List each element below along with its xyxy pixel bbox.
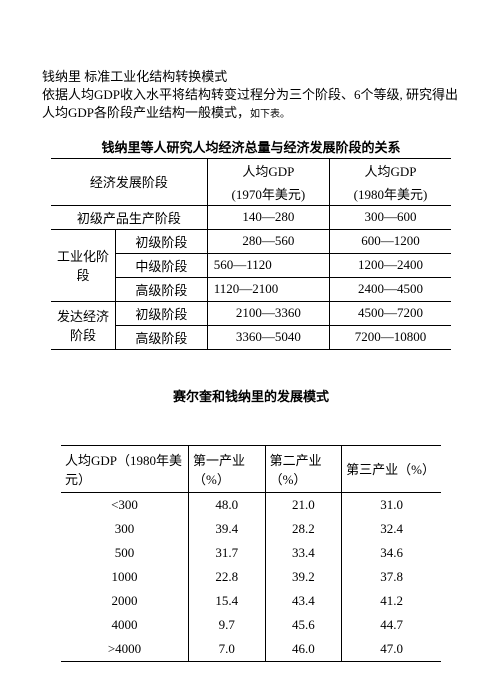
t1-r3-sub: 中级阶段 xyxy=(116,253,208,277)
t2-r5-p1: 9.7 xyxy=(189,613,266,637)
t1-r4-g80: 2400—4500 xyxy=(329,277,451,301)
t2-head-p3: 第三产业（%） xyxy=(342,445,441,492)
page-content: 钱纳里 标准工业化结构转换模式 依据人均GDP收入水平将结构转变过程分为三个阶段… xyxy=(0,0,502,682)
table-row: 300 39.4 28.2 32.4 xyxy=(61,517,441,541)
t2-r3-gdp: 1000 xyxy=(61,565,189,589)
t1-r1-g80: 300—600 xyxy=(329,205,451,229)
table-row: 500 31.7 33.4 34.6 xyxy=(61,541,441,565)
t1-r2-group: 工业化阶段 xyxy=(51,229,116,301)
t1-r5-g80: 4500—7200 xyxy=(329,301,451,325)
t2-r2-p2: 33.4 xyxy=(265,541,342,565)
t2-head-p2: 第二产业（%） xyxy=(265,445,342,492)
t1-r6-g80: 7200—10800 xyxy=(329,325,451,349)
t2-r1-p1: 39.4 xyxy=(189,517,266,541)
t1-head-gdp70a: 人均GDP xyxy=(207,158,329,182)
t2-head-gdp: 人均GDP（1980年美元） xyxy=(61,445,189,492)
table2: 人均GDP（1980年美元） 第一产业（%） 第二产业（%） 第三产业（%） <… xyxy=(61,445,441,662)
t1-r5-group: 发达经济阶段 xyxy=(51,301,116,349)
table1-title: 钱纳里等人研究人均经济总量与经济发展阶段的关系 xyxy=(42,137,460,156)
t1-r3-g80: 1200—2400 xyxy=(329,253,451,277)
t2-r3-p3: 37.8 xyxy=(342,565,441,589)
t2-r5-p3: 44.7 xyxy=(342,613,441,637)
t1-head-stage: 经济发展阶段 xyxy=(51,158,207,205)
t1-r6-sub: 高级阶段 xyxy=(116,325,208,349)
t2-r1-p2: 28.2 xyxy=(265,517,342,541)
t2-r5-p2: 45.6 xyxy=(265,613,342,637)
t1-head-gdp80b: (1980年美元) xyxy=(329,182,451,206)
t2-r3-p2: 39.2 xyxy=(265,565,342,589)
t1-r2-sub: 初级阶段 xyxy=(116,229,208,253)
t2-r2-p3: 34.6 xyxy=(342,541,441,565)
heading-text: 钱纳里 标准工业化结构转换模式 xyxy=(42,69,227,84)
t2-r0-p1: 48.0 xyxy=(189,492,266,517)
t1-r4-g70: 1120—2100 xyxy=(207,277,329,301)
intro-paragraph: 钱纳里 标准工业化结构转换模式 依据人均GDP收入水平将结构转变过程分为三个阶段… xyxy=(42,68,460,123)
t2-r4-p1: 15.4 xyxy=(189,589,266,613)
t1-head-gdp80a: 人均GDP xyxy=(329,158,451,182)
t2-r4-p3: 41.2 xyxy=(342,589,441,613)
t2-r5-gdp: 4000 xyxy=(61,613,189,637)
t1-r1-g70: 140—280 xyxy=(207,205,329,229)
t1-r2-g70: 280—560 xyxy=(207,229,329,253)
t2-r1-p3: 32.4 xyxy=(342,517,441,541)
table2-title: 赛尔奎和钱纳里的发展模式 xyxy=(42,386,460,405)
t1-r3-g70: 560—1120 xyxy=(207,253,329,277)
t2-r2-p1: 31.7 xyxy=(189,541,266,565)
t1-r1-stage: 初级产品生产阶段 xyxy=(51,205,207,229)
t1-r2-g80: 600—1200 xyxy=(329,229,451,253)
t1-r5-g70: 2100—3360 xyxy=(207,301,329,325)
t2-r3-p1: 22.8 xyxy=(189,565,266,589)
t2-r4-gdp: 2000 xyxy=(61,589,189,613)
table-row: 2000 15.4 43.4 41.2 xyxy=(61,589,441,613)
table-row: <300 48.0 21.0 31.0 xyxy=(61,492,441,517)
t2-r2-gdp: 500 xyxy=(61,541,189,565)
t2-r0-p2: 21.0 xyxy=(265,492,342,517)
t2-head-p1: 第一产业（%） xyxy=(189,445,266,492)
table-row: 1000 22.8 39.2 37.8 xyxy=(61,565,441,589)
t2-r4-p2: 43.4 xyxy=(265,589,342,613)
t2-r0-p3: 31.0 xyxy=(342,492,441,517)
t1-r4-sub: 高级阶段 xyxy=(116,277,208,301)
t1-r6-g70: 3360—5040 xyxy=(207,325,329,349)
table1: 经济发展阶段 人均GDP 人均GDP (1970年美元) (1980年美元) 初… xyxy=(51,158,451,350)
t1-r5-sub: 初级阶段 xyxy=(116,301,208,325)
t2-r0-gdp: <300 xyxy=(61,492,189,517)
t2-r1-gdp: 300 xyxy=(61,517,189,541)
t1-head-gdp70b: (1970年美元) xyxy=(207,182,329,206)
table-row: 4000 9.7 45.6 44.7 xyxy=(61,613,441,637)
intro-note: 如下表。 xyxy=(250,109,290,120)
